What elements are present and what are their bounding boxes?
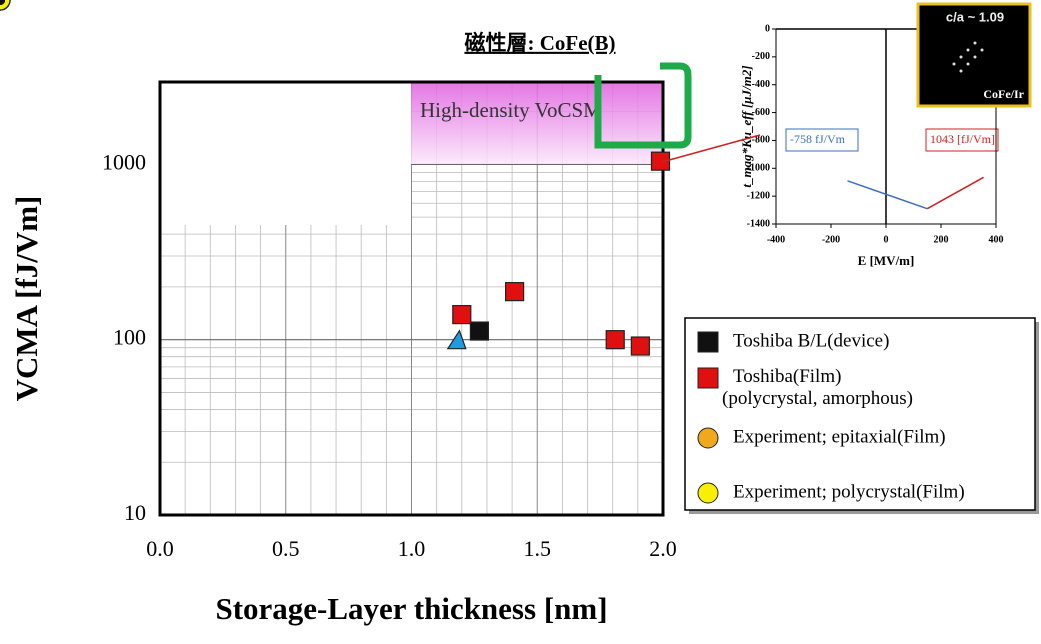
- diffraction-spot: [974, 42, 977, 45]
- y-tick-label: 100: [113, 325, 146, 350]
- y-tick-label: -600: [752, 107, 770, 118]
- diffraction-spot: [960, 56, 963, 59]
- annotation: -758 fJ/Vm: [790, 132, 846, 146]
- x-tick-label: 0.5: [272, 536, 300, 561]
- y-tick-label: 0: [765, 23, 770, 34]
- legend-label: Experiment; epitaxial(Film): [733, 426, 946, 447]
- x-tick-label: -200: [822, 234, 840, 245]
- x-tick-label: -400: [767, 234, 785, 245]
- image-label: CoFe/Ir: [983, 87, 1024, 101]
- x-tick-label: 2.0: [649, 536, 677, 561]
- legend: Toshiba B/L(device)Toshiba(Film)(polycry…: [685, 318, 1039, 514]
- region-label: High-density VoCSM: [420, 98, 602, 122]
- x-tick-label: 1.5: [524, 536, 552, 561]
- diffraction-spot: [960, 70, 963, 73]
- diffraction-spot: [953, 63, 956, 66]
- annotation: 1043 [fJ/Vm]: [930, 132, 995, 146]
- x-tick-label: 1.0: [398, 536, 426, 561]
- y-axis-title: VCMA [fJ/Vm]: [9, 196, 44, 402]
- x-tick-label: 0: [884, 234, 889, 245]
- image-label: c/a ~ 1.09: [946, 9, 1004, 24]
- fit-line: [848, 181, 928, 209]
- main-chart: 0.0 0.5 1.0 1.5 2.0 10 100 1000 High-density VoC…: [0, 0, 1039, 626]
- blank-region: [161, 83, 411, 225]
- diffraction-spot: [967, 49, 970, 52]
- chart: 0.0 0.5 1.0 1.5 2.0 10 100 1000 High-density VoC…: [0, 0, 1041, 639]
- diffraction-spot: [967, 63, 970, 66]
- y-tick-label: 10: [124, 500, 146, 525]
- x-tick-label: 200: [934, 234, 949, 245]
- y-tick-label: -1400: [747, 218, 770, 229]
- legend-label: Toshiba B/L(device): [733, 330, 889, 351]
- diffraction-spot: [974, 56, 977, 59]
- y-tick-label: -200: [752, 51, 770, 62]
- y-tick-label: 1000: [102, 149, 146, 174]
- legend-marker: [698, 332, 718, 352]
- square-point: [606, 331, 624, 349]
- y-tick-label: -1200: [747, 190, 770, 201]
- legend-marker: [698, 428, 718, 448]
- square-point: [631, 337, 649, 355]
- y-axis-title: t_mag*Ku_eff [μJ/m2]: [739, 65, 754, 187]
- high-density-region: [411, 83, 662, 164]
- diffraction-spot: [981, 49, 984, 52]
- legend-marker: [698, 483, 718, 503]
- x-axis-title: E [MV/m]: [858, 253, 915, 268]
- x-tick-label: 0.0: [146, 536, 174, 561]
- legend-marker: [698, 368, 718, 388]
- square-point: [470, 322, 488, 340]
- chart-title: 磁性層: CoFe(B): [464, 31, 615, 55]
- x-tick-label: 400: [989, 234, 1004, 245]
- y-tick-label: -400: [752, 79, 770, 90]
- legend-label: Experiment; polycrystal(Film): [733, 481, 965, 502]
- x-axis-title: Storage-Layer thickness [nm]: [215, 591, 607, 626]
- square-point: [506, 283, 524, 301]
- square-point: [453, 306, 471, 324]
- fit-line: [927, 177, 983, 208]
